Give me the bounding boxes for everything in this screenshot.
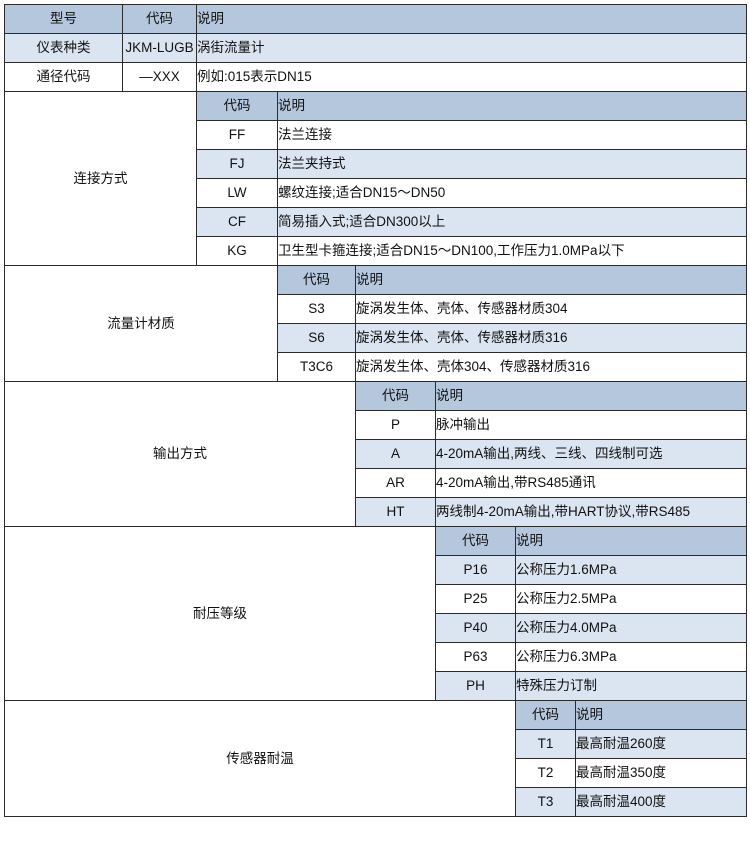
code-cell: P16 — [435, 555, 516, 585]
section-output-mode: 输出方式 代码 说明 — [4, 381, 748, 527]
table-header-row: 型号 代码 说明 — [4, 4, 748, 34]
table-row: PH 特殊压力订制 — [5, 671, 748, 701]
code-cell: S3 — [277, 294, 356, 324]
code-cell: T2 — [515, 758, 576, 788]
code-cell: CF — [196, 207, 278, 237]
desc-cell: 公称压力1.6MPa — [514, 555, 748, 585]
desc-cell: 公称压力4.0MPa — [514, 613, 748, 643]
section-label-meter-material: 流量计材质 — [4, 265, 278, 382]
table-row: KG 卫生型卡箍连接;适合DN15～DN100,工作压力1.0MPa以下 — [5, 236, 748, 266]
section-sensor-temperature: 传感器耐温 代码 说明 — [4, 700, 748, 817]
table-row: P 脉冲输出 — [5, 410, 748, 440]
desc-cell: 卫生型卡箍连接;适合DN15～DN100,工作压力1.0MPa以下 — [276, 236, 748, 266]
code-cell: KG — [196, 236, 278, 266]
table-row: A 4-20mA输出,两线、三线、四线制可选 — [5, 439, 748, 469]
subheader-description: 说明 — [354, 265, 748, 295]
table-row: 通径代码 —XXX 例如:015表示DN15 — [4, 62, 748, 92]
table-row: AR 4-20mA输出,带RS485通讯 — [5, 468, 748, 498]
subheader-description: 说明 — [276, 91, 748, 121]
desc-cell: 两线制4-20mA输出,带HART协议,带RS485 — [434, 497, 748, 527]
table-row: CF 简易插入式;适合DN300以上 — [5, 207, 748, 237]
code-cell: P — [355, 410, 436, 440]
row-code-diameter-code: —XXX — [122, 62, 197, 92]
desc-cell: 旋涡发生体、壳体304、传感器材质316 — [354, 352, 748, 382]
section-pressure-rating: 耐压等级 代码 说明 — [4, 526, 748, 701]
subheader-code: 代码 — [277, 265, 356, 295]
table-row: T3C6 旋涡发生体、壳体304、传感器材质316 — [5, 352, 748, 382]
row-code-instrument-type: JKM-LUGB — [122, 33, 197, 63]
row-desc-diameter-code: 例如:015表示DN15 — [195, 62, 748, 92]
code-cell: LW — [196, 178, 278, 208]
code-cell: P40 — [435, 613, 516, 643]
header-model: 型号 — [4, 4, 123, 34]
code-cell: PH — [435, 671, 516, 701]
section-label-output-mode: 输出方式 — [4, 381, 356, 527]
row-desc-instrument-type: 涡街流量计 — [195, 33, 748, 63]
desc-cell: 特殊压力订制 — [514, 671, 748, 701]
subheader-code: 代码 — [196, 91, 278, 121]
code-cell: AR — [355, 468, 436, 498]
desc-cell: 最高耐温260度 — [574, 729, 748, 759]
table-row: T3 最高耐温400度 — [5, 787, 748, 817]
table-row: 仪表种类 JKM-LUGB 涡街流量计 — [4, 33, 748, 63]
section-label-sensor-temperature: 传感器耐温 — [4, 700, 516, 817]
section-label-connection-type: 连接方式 — [4, 91, 197, 266]
row-name-instrument-type: 仪表种类 — [4, 33, 123, 63]
desc-cell: 法兰连接 — [276, 120, 748, 150]
subheader-code: 代码 — [355, 381, 436, 411]
desc-cell: 法兰夹持式 — [276, 149, 748, 179]
section-label-pressure-rating: 耐压等级 — [4, 526, 436, 701]
desc-cell: 螺纹连接;适合DN15～DN50 — [276, 178, 748, 208]
header-description: 说明 — [195, 4, 748, 34]
code-cell: T1 — [515, 729, 576, 759]
table-row: P16 公称压力1.6MPa — [5, 555, 748, 585]
code-cell: A — [355, 439, 436, 469]
model-selection-table: 型号 代码 说明 仪表种类 JKM-LUGB 涡街流量计 通径代码 —XXX 例… — [4, 4, 748, 817]
table-row: P25 公称压力2.5MPa — [5, 584, 748, 614]
code-cell: FF — [196, 120, 278, 150]
desc-cell: 旋涡发生体、壳体、传感器材质316 — [354, 323, 748, 353]
subheader-description: 说明 — [574, 700, 748, 730]
code-cell: HT — [355, 497, 436, 527]
desc-cell: 简易插入式;适合DN300以上 — [276, 207, 748, 237]
section-meter-material: 流量计材质 代码 说明 — [4, 265, 748, 382]
code-cell: T3 — [515, 787, 576, 817]
desc-cell: 公称压力2.5MPa — [514, 584, 748, 614]
desc-cell: 脉冲输出 — [434, 410, 748, 440]
code-cell: FJ — [196, 149, 278, 179]
section-connection-type: 连接方式 代码 说明 — [4, 91, 748, 266]
table-row: LW 螺纹连接;适合DN15～DN50 — [5, 178, 748, 208]
code-cell: T3C6 — [277, 352, 356, 382]
row-name-diameter-code: 通径代码 — [4, 62, 123, 92]
subheader-code: 代码 — [435, 526, 516, 556]
code-cell: S6 — [277, 323, 356, 353]
desc-cell: 旋涡发生体、壳体、传感器材质304 — [354, 294, 748, 324]
header-code: 代码 — [122, 4, 197, 34]
desc-cell: 最高耐温400度 — [574, 787, 748, 817]
desc-cell: 4-20mA输出,带RS485通讯 — [434, 468, 748, 498]
desc-cell: 公称压力6.3MPa — [514, 642, 748, 672]
table-row: S6 旋涡发生体、壳体、传感器材质316 — [5, 323, 748, 353]
table-row: P63 公称压力6.3MPa — [5, 642, 748, 672]
code-cell: P25 — [435, 584, 516, 614]
desc-cell: 4-20mA输出,两线、三线、四线制可选 — [434, 439, 748, 469]
subheader-description: 说明 — [514, 526, 748, 556]
desc-cell: 最高耐温350度 — [574, 758, 748, 788]
table-row: FJ 法兰夹持式 — [5, 149, 748, 179]
code-cell: P63 — [435, 642, 516, 672]
table-row: T1 最高耐温260度 — [5, 729, 748, 759]
subheader-code: 代码 — [515, 700, 576, 730]
table-row: T2 最高耐温350度 — [5, 758, 748, 788]
table-row: HT 两线制4-20mA输出,带HART协议,带RS485 — [5, 497, 748, 527]
subheader-description: 说明 — [434, 381, 748, 411]
